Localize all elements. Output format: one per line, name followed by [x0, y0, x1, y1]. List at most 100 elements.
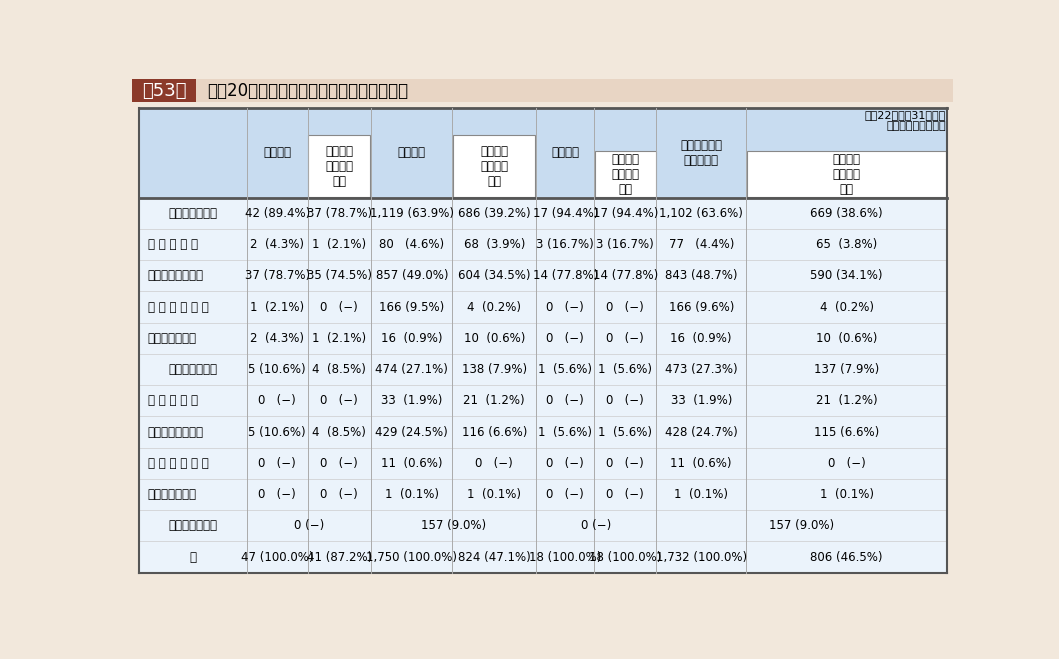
Text: 4  (0.2%): 4 (0.2%) — [820, 301, 874, 314]
Bar — [139, 416, 947, 447]
Text: 473 (27.3%): 473 (27.3%) — [665, 363, 737, 376]
Bar — [139, 229, 947, 260]
Text: 3 (16.7%): 3 (16.7%) — [596, 238, 654, 251]
Bar — [139, 385, 947, 416]
Text: 0   (−): 0 (−) — [546, 331, 585, 345]
Text: 474 (27.1%): 474 (27.1%) — [375, 363, 448, 376]
Text: 429 (24.5%): 429 (24.5%) — [375, 426, 448, 438]
Text: 1  (2.1%): 1 (2.1%) — [312, 331, 366, 345]
Text: 166 (9.5%): 166 (9.5%) — [379, 301, 445, 314]
Bar — [139, 447, 947, 479]
Text: 1  (5.6%): 1 (5.6%) — [538, 426, 592, 438]
Text: 0   (−): 0 (−) — [546, 301, 585, 314]
Text: 1,732 (100.0%): 1,732 (100.0%) — [656, 550, 747, 563]
Text: 166 (9.6%): 166 (9.6%) — [668, 301, 734, 314]
Text: 1,750 (100.0%): 1,750 (100.0%) — [366, 550, 457, 563]
Bar — [308, 134, 371, 197]
Text: 0   (−): 0 (−) — [607, 331, 644, 345]
Text: 市区町村: 市区町村 — [398, 146, 426, 159]
Text: 11  (0.6%): 11 (0.6%) — [381, 457, 443, 470]
Text: その他のモデル: その他のモデル — [148, 331, 197, 345]
Text: 0   (−): 0 (−) — [321, 394, 358, 407]
Text: 115 (6.6%): 115 (6.6%) — [814, 426, 879, 438]
Text: 1  (5.6%): 1 (5.6%) — [538, 363, 592, 376]
Text: 3 (16.7%): 3 (16.7%) — [536, 238, 594, 251]
Text: 14 (77.8%): 14 (77.8%) — [593, 270, 658, 282]
Text: 80   (4.6%): 80 (4.6%) — [379, 238, 445, 251]
Text: 68  (3.9%): 68 (3.9%) — [464, 238, 525, 251]
Bar — [139, 323, 947, 354]
Text: 37 (78.7%): 37 (78.7%) — [307, 207, 372, 220]
Text: 1  (2.1%): 1 (2.1%) — [250, 301, 304, 314]
Text: 基 準 モ デ ル: 基 準 モ デ ル — [148, 238, 198, 251]
Bar — [139, 107, 947, 198]
Bar — [139, 354, 947, 385]
Text: 0   (−): 0 (−) — [321, 488, 358, 501]
Text: その他のモデル: その他のモデル — [148, 488, 197, 501]
Text: 総 務 省 モ デ ル: 総 務 省 モ デ ル — [148, 457, 209, 470]
Text: 0   (−): 0 (−) — [258, 488, 297, 501]
Text: 0   (−): 0 (−) — [607, 457, 644, 470]
Text: 47 (100.0%): 47 (100.0%) — [241, 550, 313, 563]
Text: 1  (0.1%): 1 (0.1%) — [820, 488, 874, 501]
Bar — [139, 198, 947, 229]
Text: 16  (0.9%): 16 (0.9%) — [670, 331, 732, 345]
Text: 65  (3.8%): 65 (3.8%) — [815, 238, 877, 251]
Text: 作　　成　　中: 作 成 中 — [168, 363, 217, 376]
Text: 686 (39.2%): 686 (39.2%) — [457, 207, 531, 220]
Text: 4  (8.5%): 4 (8.5%) — [312, 426, 366, 438]
Text: 0   (−): 0 (−) — [546, 394, 585, 407]
Text: 総務省改訂モデル: 総務省改訂モデル — [148, 426, 204, 438]
Text: 未　　作　　成: 未 作 成 — [168, 519, 217, 532]
Text: 33  (1.9%): 33 (1.9%) — [381, 394, 443, 407]
Text: 42 (89.4%): 42 (89.4%) — [245, 207, 310, 220]
Bar — [132, 79, 196, 102]
Text: 2  (4.3%): 2 (4.3%) — [250, 331, 304, 345]
Text: 41 (87.2%): 41 (87.2%) — [307, 550, 372, 563]
Text: 806 (46.5%): 806 (46.5%) — [810, 550, 883, 563]
Text: 0   (−): 0 (−) — [546, 457, 585, 470]
Text: 4  (8.5%): 4 (8.5%) — [312, 363, 366, 376]
Text: 連結財務
書類４表
まで: 連結財務 書類４表 まで — [832, 153, 861, 196]
Text: 0   (−): 0 (−) — [258, 457, 297, 470]
Text: 1,102 (63.6%): 1,102 (63.6%) — [660, 207, 743, 220]
Text: 総 務 省 モ デ ル: 総 務 省 モ デ ル — [148, 301, 209, 314]
Text: 連結財務
書類４表
まで: 連結財務 書類４表 まで — [611, 153, 640, 196]
Text: 0   (−): 0 (−) — [607, 301, 644, 314]
Text: 1  (0.1%): 1 (0.1%) — [384, 488, 438, 501]
Bar — [139, 260, 947, 291]
Text: 総務省改訂モデル: 総務省改訂モデル — [148, 270, 204, 282]
Text: 428 (24.7%): 428 (24.7%) — [665, 426, 738, 438]
Text: 10  (0.6%): 10 (0.6%) — [815, 331, 877, 345]
Bar — [595, 151, 656, 197]
Text: 2  (4.3%): 2 (4.3%) — [250, 238, 304, 251]
Text: 824 (47.1%): 824 (47.1%) — [457, 550, 531, 563]
Text: 137 (7.9%): 137 (7.9%) — [814, 363, 879, 376]
Bar — [139, 542, 947, 573]
Text: 第53表: 第53表 — [142, 82, 186, 100]
Text: 0   (−): 0 (−) — [607, 488, 644, 501]
Text: 1,119 (63.9%): 1,119 (63.9%) — [370, 207, 453, 220]
Text: 33  (1.9%): 33 (1.9%) — [670, 394, 732, 407]
Text: 157 (9.0%): 157 (9.0%) — [769, 519, 834, 532]
Bar — [139, 479, 947, 510]
Text: 0   (−): 0 (−) — [258, 394, 297, 407]
Text: 都道府県: 都道府県 — [264, 146, 291, 159]
Text: 1  (2.1%): 1 (2.1%) — [312, 238, 366, 251]
Bar — [196, 79, 953, 102]
Text: 17 (94.4%): 17 (94.4%) — [593, 207, 658, 220]
Text: 連結財務
書類４表
まで: 連結財務 書類４表 まで — [325, 144, 354, 188]
Text: 0   (−): 0 (−) — [607, 394, 644, 407]
Text: 138 (7.9%): 138 (7.9%) — [462, 363, 527, 376]
Text: 18 (100.0%): 18 (100.0%) — [530, 550, 602, 563]
Text: 10  (0.6%): 10 (0.6%) — [464, 331, 525, 345]
Bar — [139, 291, 947, 323]
Text: 37 (78.7%): 37 (78.7%) — [245, 270, 310, 282]
Text: 1  (0.1%): 1 (0.1%) — [675, 488, 729, 501]
Text: 16  (0.9%): 16 (0.9%) — [381, 331, 443, 345]
Text: （単位　団体、％）: （単位 団体、％） — [886, 121, 946, 130]
Text: 5 (10.6%): 5 (10.6%) — [249, 426, 306, 438]
Text: 0 (−): 0 (−) — [581, 519, 611, 532]
Text: 0 (−): 0 (−) — [294, 519, 324, 532]
Text: 857 (49.0%): 857 (49.0%) — [376, 270, 448, 282]
